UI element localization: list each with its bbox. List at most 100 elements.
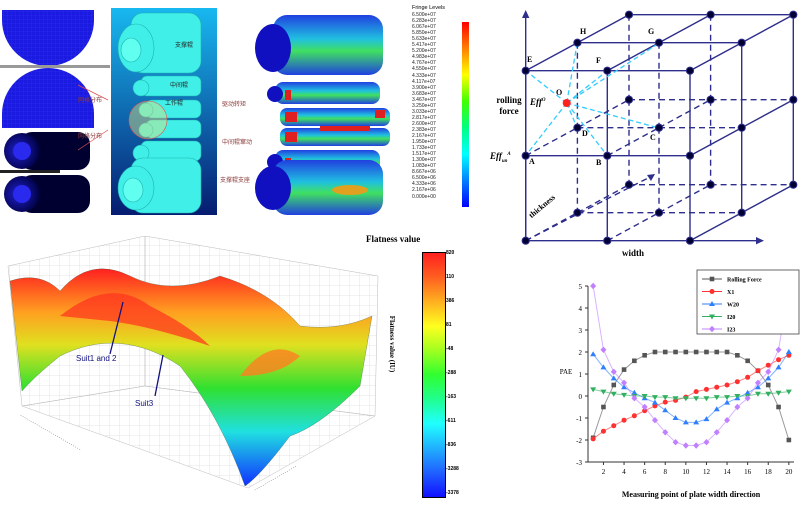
intermediate-shift-label: 中间辊窜动 [222,139,253,146]
y-tick-label: -3 [576,459,582,467]
grid-node [603,236,612,245]
data-point [775,346,782,353]
grid-node [789,95,798,104]
colorbar-tick-label: 386 [446,298,455,304]
interpolation-dash [566,42,578,104]
data-point [672,415,679,420]
point-o-label: O [556,88,563,97]
point-b-label: B [596,158,602,167]
fe-stress-rolls [255,15,390,215]
grid-edge [689,212,743,242]
data-point [610,375,617,381]
point-e-label: E [527,55,533,64]
cube-interpolation-diagram [521,10,798,245]
data-point [735,353,740,358]
data-point [765,391,772,397]
data-point [734,403,741,411]
dark-rolls-3d [0,132,90,213]
data-point [703,396,710,402]
interpolation-dash [566,70,608,104]
data-point [713,429,720,436]
data-point [662,349,668,355]
legend-marker [709,301,715,306]
grid-node [737,123,746,132]
data-point [693,396,700,402]
grid-edge [606,42,660,72]
grid-edge [525,42,578,72]
intermediate-roll-label: 中间辊 [170,82,189,89]
data-point [621,392,628,398]
data-point [600,346,607,353]
interpolation-dash [566,102,661,129]
data-point [621,379,628,386]
data-point [621,384,628,390]
colorbar-tick-label: -288 [446,370,457,376]
colorbar-tick-label: -48 [446,346,454,352]
x-tick-label: 2 [602,468,606,476]
data-point [704,349,709,355]
grid-edge [606,212,660,242]
data-point [672,396,679,402]
x-tick-label: 16 [744,468,752,476]
y-tick-label: 4 [579,305,583,313]
grid-edge [741,184,794,214]
rolling-force-axis-label: rolling force [496,95,522,116]
data-point [651,417,658,424]
grid-node [789,10,798,19]
fringe-level-label: 3.683e+07 [412,90,436,97]
annotation-suit-3: Suit3 [135,399,154,408]
fringe-level-label: 6.500e+07 [412,12,436,18]
data-point [601,404,606,410]
x-axis-label: Measuring point of plate width direction [622,490,761,499]
data-point [765,382,771,388]
legend-label: I20 [727,315,735,321]
legend-marker [709,276,715,282]
interpolation-dash [525,102,568,157]
data-point [631,413,637,419]
fringe-level-label: 1.083e+07 [412,163,436,170]
data-point [642,353,647,358]
data-point [611,423,617,429]
fringe-level-label: 2.600e+07 [412,120,436,127]
data-point [724,417,731,424]
x-tick-label: 10 [682,468,690,476]
fringe-level-label: 6.283e+07 [412,18,436,25]
interpolation-dash [525,70,568,104]
data-point [682,396,689,402]
fringe-level-label: 8.667e+06 [412,169,436,176]
data-point [600,428,606,434]
fringe-level-label: 5.633e+07 [412,36,436,43]
data-point [754,379,761,386]
grid-node [573,123,582,132]
grid-node [737,38,746,47]
data-point [672,439,679,446]
x-tick-label: 18 [765,468,773,476]
data-point [724,399,731,405]
flatness-colorbar [422,252,446,498]
colorbar-tick-label: 820 [446,250,455,256]
lower-roll-mesh [2,68,94,128]
data-point [693,349,699,355]
data-point [755,368,761,374]
backup-support-label: 支撑辊支座 [220,177,251,184]
mesh-label: 网格分布 [78,97,103,104]
data-point [662,407,669,413]
data-point [693,389,699,395]
point-a-label: A [529,157,535,166]
z-axis-label: Flatness value (IU) [388,315,396,373]
data-point [600,389,607,395]
grid-node [737,208,746,217]
surface [9,268,373,487]
data-point [662,429,669,436]
y-tick-label: 0 [579,393,583,401]
point-f-label: F [596,56,601,65]
grid-node [603,66,612,75]
grid-edge [658,99,711,129]
fringe-level-label: 0.000e+00 [412,193,436,200]
data-point [775,390,782,396]
grid-edge [525,127,578,157]
y-tick-label: -2 [576,437,582,445]
x-tick-label: 6 [643,468,647,476]
data-point [765,362,771,368]
data-point [724,395,731,401]
